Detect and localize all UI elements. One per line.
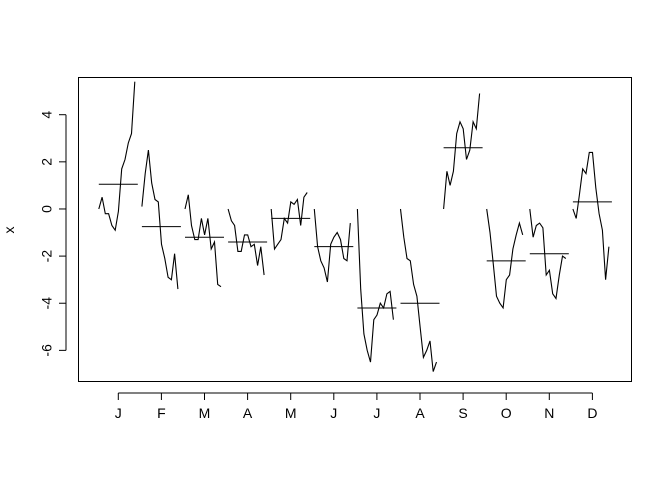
mean-lines: [98, 147, 612, 309]
plot-frame: [78, 77, 632, 382]
month-series-0: [98, 81, 136, 232]
y-tick-label-1: -4: [39, 297, 55, 310]
x-tick-label-8: S: [458, 405, 467, 421]
series-group: [98, 81, 610, 372]
x-tick-label-0: J: [115, 405, 122, 421]
x-tick-label-4: M: [285, 405, 297, 421]
x-tick-label-10: N: [544, 405, 554, 421]
y-tick-label-4: 2: [39, 158, 55, 166]
month-series-2: [184, 194, 222, 288]
x-tick-label-5: J: [330, 405, 337, 421]
x-tick-label-11: D: [587, 405, 597, 421]
y-tick-label-3: 0: [39, 205, 55, 213]
y-tick-label-5: 4: [39, 111, 55, 119]
month-series-4: [270, 192, 308, 251]
month-series-10: [529, 208, 567, 300]
month-series-8: [443, 93, 481, 210]
y-axis: -6 -4 -2 0 2 4: [39, 111, 67, 357]
x-tick-label-1: F: [157, 405, 166, 421]
y-tick-label-2: -2: [39, 250, 55, 263]
x-tick-label-3: A: [243, 405, 253, 421]
month-series-3: [227, 208, 265, 276]
y-tick-label-0: -6: [39, 344, 55, 357]
x-tick-label-7: A: [415, 405, 425, 421]
month-series-1: [141, 150, 179, 290]
month-series-9: [486, 208, 524, 310]
month-series-6: [356, 208, 394, 363]
x-tick-label-2: M: [199, 405, 211, 421]
x-tick-label-6: J: [373, 405, 380, 421]
month-series-11: [572, 151, 610, 280]
x-tick-label-9: O: [501, 405, 512, 421]
month-series-7: [399, 208, 438, 372]
month-series-5: [313, 208, 351, 283]
y-axis-label: x: [1, 227, 17, 234]
